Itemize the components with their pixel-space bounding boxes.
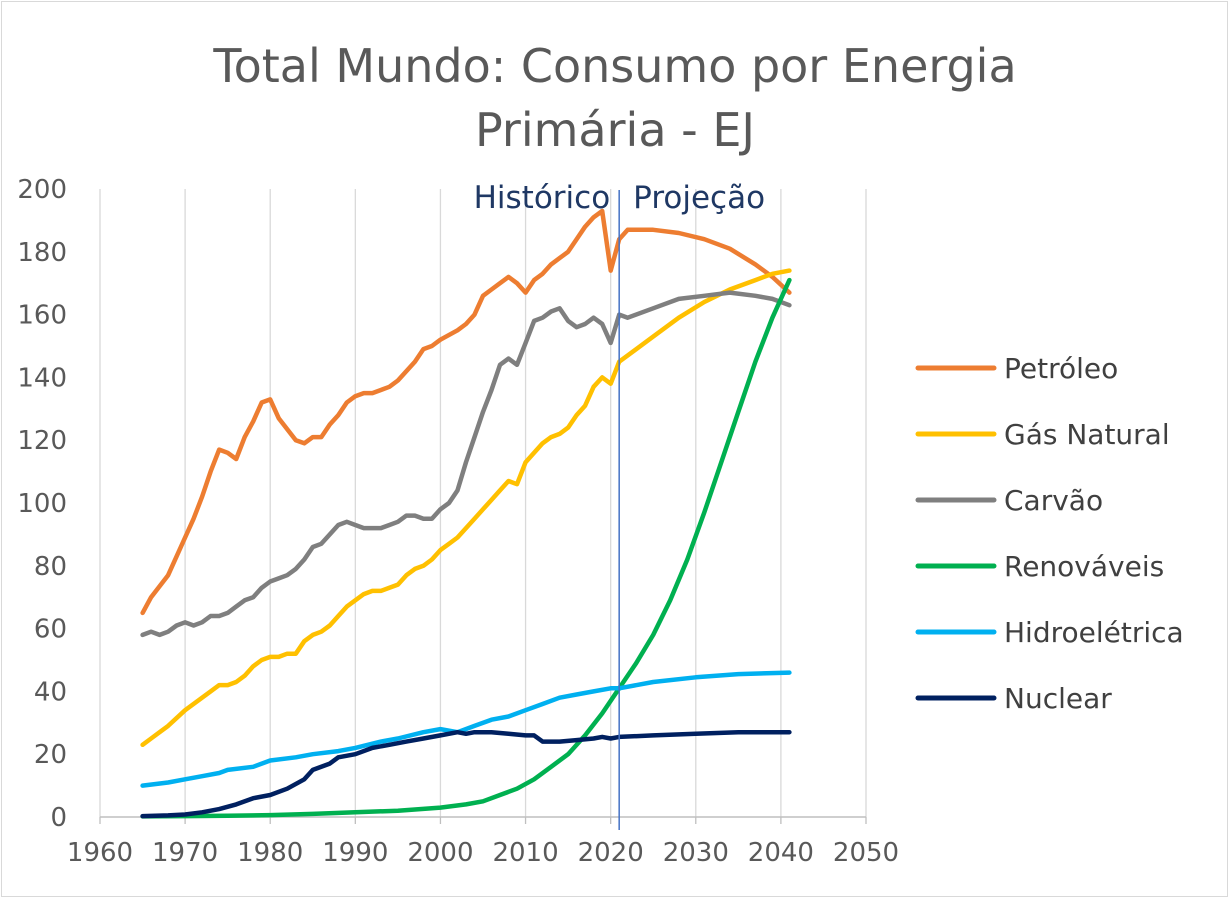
y-tick-label: 20 bbox=[34, 740, 67, 770]
legend-label-hidroeletrica: Hidroelétrica bbox=[1004, 616, 1184, 649]
y-tick-label: 80 bbox=[34, 552, 67, 582]
series-line-hidroeletrica bbox=[140, 670, 792, 788]
x-tick-label: 2050 bbox=[833, 838, 899, 868]
y-tick-label: 140 bbox=[17, 363, 67, 393]
series-line-petroleo bbox=[140, 208, 792, 616]
y-tick-label: 60 bbox=[34, 615, 67, 645]
projecao-label: Projeção bbox=[633, 180, 765, 216]
x-tick-label: 2030 bbox=[663, 838, 729, 868]
y-tick-label: 160 bbox=[17, 301, 67, 331]
axes: 1960 1970 1980 1990 2000 2010 2020 2030 2040 2050… bbox=[17, 175, 899, 868]
y-tick-label: 40 bbox=[34, 677, 67, 707]
legend-label-petroleo: Petróleo bbox=[1004, 352, 1118, 385]
legend-label-renovaveis: Renováveis bbox=[1004, 550, 1164, 583]
x-tick-label: 1990 bbox=[322, 838, 388, 868]
x-tick-label: 2010 bbox=[492, 838, 558, 868]
x-tick-label: 1980 bbox=[237, 838, 303, 868]
chart-title-line-2: Primária - EJ bbox=[475, 103, 755, 157]
y-tick-label: 0 bbox=[50, 803, 67, 833]
y-tick-label: 180 bbox=[17, 238, 67, 268]
legend-label-gas-natural: Gás Natural bbox=[1004, 418, 1170, 451]
y-tick-label: 100 bbox=[17, 489, 67, 519]
legend: Petróleo Gás Natural Carvão Renováveis Hidro… bbox=[915, 352, 1184, 715]
x-tick-label: 1960 bbox=[67, 838, 133, 868]
historico-label: Histórico bbox=[474, 180, 611, 216]
y-tick-label: 200 bbox=[17, 175, 67, 205]
series-line-carvao bbox=[140, 290, 792, 638]
y-tick-label: 120 bbox=[17, 426, 67, 456]
projection-divider: Histórico Projeção bbox=[474, 180, 765, 830]
legend-label-carvao: Carvão bbox=[1004, 484, 1103, 517]
x-tick-label: 2040 bbox=[748, 838, 814, 868]
x-tick-label: 2000 bbox=[407, 838, 473, 868]
x-tick-label: 2020 bbox=[578, 838, 644, 868]
series-line-nuclear bbox=[140, 729, 792, 819]
chart-title-line-1: Total Mundo: Consumo por Energia bbox=[212, 39, 1016, 93]
series-line-gas-natural bbox=[140, 268, 792, 748]
legend-label-nuclear: Nuclear bbox=[1004, 682, 1112, 715]
series-lines bbox=[140, 208, 792, 819]
x-tick-label: 1970 bbox=[152, 838, 218, 868]
series-line-renovaveis bbox=[140, 277, 792, 819]
